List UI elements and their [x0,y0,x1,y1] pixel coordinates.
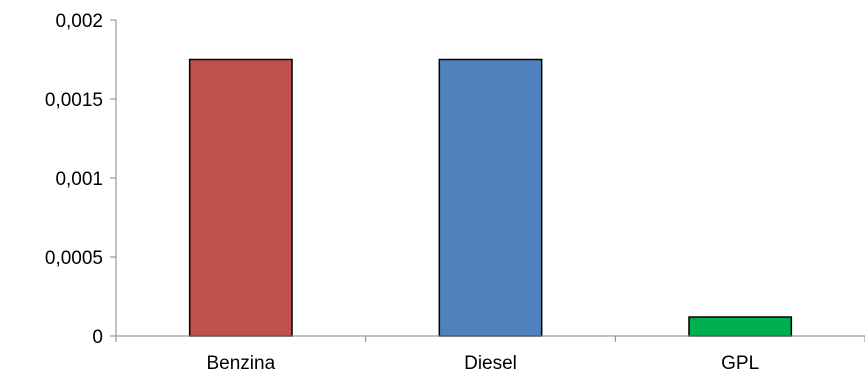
x-tick-label: GPL [721,353,759,374]
x-tick-label: Diesel [464,353,517,374]
y-tick-label: 0,001 [55,169,103,190]
bars-group [190,60,792,337]
y-axis-ticks [110,20,116,336]
bar-benzina [190,60,292,337]
y-tick-label: 0,002 [55,11,103,32]
x-axis-tick-labels: Benzina Diesel GPL [206,353,759,374]
y-tick-label: 0,0015 [45,90,103,111]
y-tick-label: 0,0005 [45,248,103,269]
bar-diesel [439,60,541,337]
x-axis-ticks [116,336,865,342]
y-tick-label: 0 [92,327,103,348]
y-axis-tick-labels: 0 0,0005 0,001 0,0015 0,002 [45,11,103,348]
x-tick-label: Benzina [206,353,275,374]
bar-gpl [689,317,791,336]
